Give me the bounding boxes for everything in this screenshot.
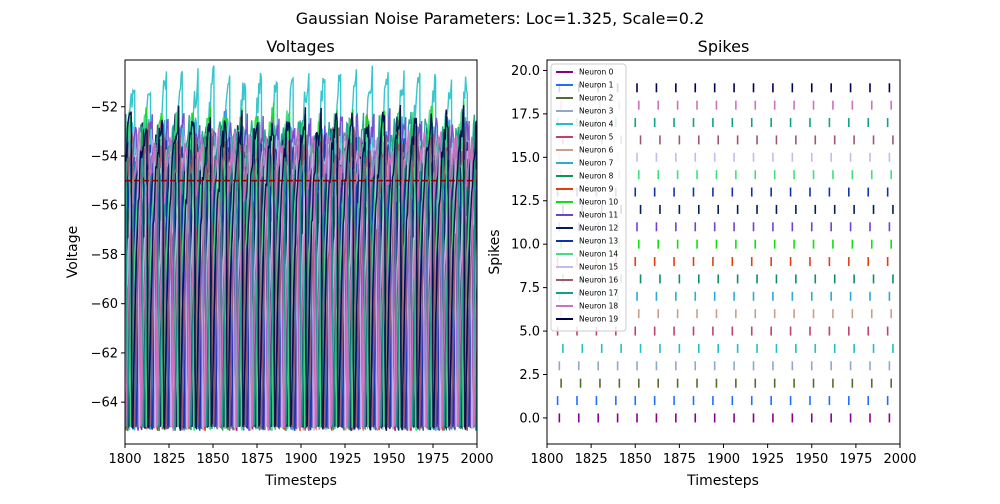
- legend-label: Neuron 12: [579, 224, 618, 233]
- spikes-x-tick-label: 1875: [663, 452, 696, 467]
- spikes-y-tick-label: 15.0: [511, 151, 540, 166]
- legend-label: Neuron 13: [579, 237, 618, 246]
- legend-label: Neuron 8: [579, 172, 614, 181]
- legend-label: Neuron 16: [579, 276, 618, 285]
- spikes-title: Spikes: [698, 37, 750, 56]
- legend-label: Neuron 5: [579, 133, 614, 142]
- spikes-x-tick-label: 1825: [575, 452, 608, 467]
- legend-label: Neuron 17: [579, 289, 618, 298]
- voltages-y-ticks: −64 −62 −60 −58 −56 −54 −52: [91, 100, 125, 411]
- voltages-x-tick-label: 1975: [416, 452, 449, 467]
- spikes-x-tick-label: 1975: [839, 452, 872, 467]
- voltages-x-tick-label: 1950: [372, 452, 405, 467]
- spikes-y-tick-label: 5.0: [519, 325, 540, 340]
- spikes-y-tick-label: 0.0: [519, 411, 540, 426]
- voltages-x-ticks: 1800 1825 1850 1875 1900 1925 1950 1975 2000: [108, 444, 494, 467]
- legend-label: Neuron 7: [579, 159, 614, 168]
- legend-label: Neuron 18: [579, 302, 618, 311]
- voltage-trace: [125, 104, 477, 432]
- legend-frame: [550, 63, 627, 332]
- voltages-y-tick-label: −64: [91, 396, 118, 411]
- spikes-y-tick-label: 7.5: [519, 281, 540, 296]
- voltages-x-tick-label: 1825: [152, 452, 185, 467]
- legend-label: Neuron 15: [579, 263, 618, 272]
- voltages-y-tick-label: −54: [91, 150, 118, 165]
- spikes-x-axis-label: Timesteps: [686, 473, 759, 489]
- voltages-y-tick-label: −60: [91, 297, 118, 312]
- spikes-x-tick-label: 2000: [883, 452, 916, 467]
- voltages-x-tick-label: 1875: [240, 452, 273, 467]
- legend-label: Neuron 1: [579, 81, 614, 90]
- voltages-x-tick-label: 1900: [284, 452, 317, 467]
- spikes-x-ticks: 1800 1825 1850 1875 1900 1925 1950 1975 2000: [530, 444, 917, 467]
- voltages-title: Voltages: [266, 37, 334, 56]
- legend-label: Neuron 9: [579, 185, 614, 194]
- voltages-x-tick-label: 1850: [196, 452, 229, 467]
- voltages-panel: Voltages 1800 1825 1850 1875 1900 1925 1950 197…: [65, 37, 494, 489]
- spikes-x-tick-label: 1950: [795, 452, 828, 467]
- spikes-x-tick-label: 1800: [530, 452, 563, 467]
- legend-label: Neuron 10: [579, 198, 618, 207]
- spikes-x-tick-label: 1925: [751, 452, 784, 467]
- legend-label: Neuron 14: [579, 250, 618, 259]
- voltages-y-tick-label: −58: [91, 248, 118, 263]
- voltages-x-tick-label: 1800: [108, 452, 141, 467]
- legend-label: Neuron 2: [579, 94, 614, 103]
- voltages-y-tick-label: −52: [91, 100, 118, 115]
- legend-label: Neuron 11: [579, 211, 618, 220]
- spikes-y-tick-label: 20.0: [511, 64, 540, 79]
- spikes-y-tick-label: 10.0: [511, 238, 540, 253]
- spikes-panel: Spikes 1800 1825 1850 1875 1900 1925 1950 1975 2…: [487, 37, 917, 489]
- voltages-x-tick-label: 2000: [460, 452, 493, 467]
- spikes-legend: Neuron 0 Neuron 1 Neuron 2 Neuron 3 Neuron 4…: [550, 63, 627, 332]
- voltages-y-tick-label: −56: [91, 199, 118, 214]
- spikes-y-tick-label: 2.5: [519, 368, 540, 383]
- spikes-y-tick-label: 12.5: [511, 194, 540, 209]
- voltages-x-tick-label: 1925: [328, 452, 361, 467]
- voltages-y-axis-label: Voltage: [65, 226, 81, 279]
- voltage-trace: [125, 122, 477, 432]
- spikes-x-tick-label: 1850: [619, 452, 652, 467]
- legend-label: Neuron 3: [579, 107, 614, 116]
- legend-label: Neuron 6: [579, 146, 614, 155]
- voltages-x-axis-label: Timesteps: [264, 473, 337, 489]
- legend-items: Neuron 0 Neuron 1 Neuron 2 Neuron 3 Neuron 4…: [556, 68, 618, 324]
- voltages-y-tick-label: −62: [91, 346, 118, 361]
- spikes-x-tick-label: 1900: [707, 452, 740, 467]
- spikes-y-ticks: 0.0 2.5 5.0 7.5 10.0 12.5 15.0 17.5 20.0: [511, 64, 547, 426]
- voltage-traces: [125, 65, 477, 432]
- legend-label: Neuron 0: [579, 68, 614, 77]
- legend-label: Neuron 4: [579, 120, 614, 129]
- figure-suptitle: Gaussian Noise Parameters: Loc=1.325, Sc…: [296, 9, 705, 28]
- spikes-y-axis-label: Spikes: [487, 229, 503, 274]
- spikes-y-tick-label: 17.5: [511, 107, 540, 122]
- legend-label: Neuron 19: [579, 315, 618, 324]
